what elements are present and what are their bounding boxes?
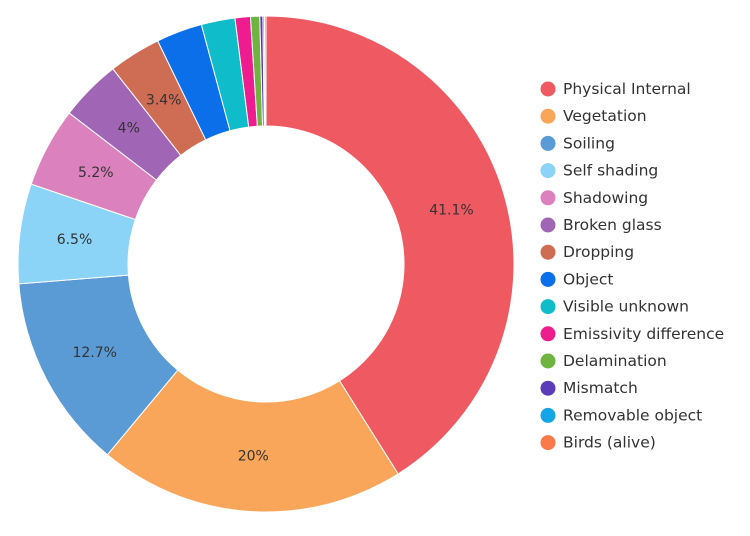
legend-label: Mismatch bbox=[563, 379, 638, 397]
legend-label: Visible unknown bbox=[563, 298, 689, 316]
legend-swatch bbox=[540, 108, 556, 124]
legend-label: Birds (alive) bbox=[563, 434, 656, 452]
legend-label: Object bbox=[563, 270, 613, 288]
slice-label-self-shading: 6.5% bbox=[57, 232, 93, 248]
slice-physical-internal bbox=[265, 15, 515, 475]
legend-item-birds-alive: Birds (alive) bbox=[540, 434, 656, 452]
legend-swatch bbox=[540, 244, 556, 260]
slice-label-vegetation: 20% bbox=[238, 449, 269, 465]
legend-item-emissivity-difference: Emissivity difference bbox=[540, 325, 724, 343]
legend-item-physical-internal: Physical Internal bbox=[540, 80, 691, 98]
legend-swatch bbox=[540, 407, 556, 423]
legend-item-object: Object bbox=[540, 270, 613, 288]
legend-swatch bbox=[540, 135, 556, 151]
slice-label-soiling: 12.7% bbox=[72, 345, 116, 361]
legend-label: Delamination bbox=[563, 352, 667, 370]
legend-swatch bbox=[540, 217, 556, 233]
legend-swatch bbox=[540, 271, 556, 287]
legend-label: Removable object bbox=[563, 406, 702, 424]
slice-label-shadowing: 5.2% bbox=[78, 165, 114, 181]
legend-label: Soiling bbox=[563, 134, 615, 152]
legend-item-visible-unknown: Visible unknown bbox=[540, 298, 689, 316]
legend-label: Dropping bbox=[563, 243, 634, 261]
slice-vegetation bbox=[106, 369, 399, 513]
legend-swatch bbox=[540, 299, 556, 315]
legend-swatch bbox=[540, 380, 556, 396]
legend-item-vegetation: Vegetation bbox=[540, 107, 647, 125]
slice-birds-alive bbox=[263, 15, 267, 127]
legend-swatch bbox=[540, 81, 556, 97]
donut-slices bbox=[17, 15, 515, 513]
slice-label-broken-glass: 4% bbox=[118, 120, 140, 136]
legend-item-self-shading: Self shading bbox=[540, 162, 658, 180]
legend-label: Physical Internal bbox=[563, 80, 691, 98]
legend-label: Emissivity difference bbox=[563, 325, 724, 343]
legend-label: Shadowing bbox=[563, 189, 648, 207]
slice-label-physical-internal: 41.1% bbox=[429, 202, 473, 218]
legend-item-delamination: Delamination bbox=[540, 352, 667, 370]
slice-label-dropping: 3.4% bbox=[146, 92, 182, 108]
legend-swatch bbox=[540, 163, 556, 179]
legend-label: Broken glass bbox=[563, 216, 662, 234]
legend-label: Vegetation bbox=[563, 107, 647, 125]
legend-item-soiling: Soiling bbox=[540, 134, 615, 152]
donut-slice-labels: 41.1% 20% 12.7% 6.5% 5.2% 4% 3.4% bbox=[57, 92, 474, 464]
legend-swatch bbox=[540, 190, 556, 206]
legend-item-mismatch: Mismatch bbox=[540, 379, 638, 397]
legend-item-removable-object: Removable object bbox=[540, 406, 702, 424]
legend-item-broken-glass: Broken glass bbox=[540, 216, 662, 234]
legend-item-dropping: Dropping bbox=[540, 243, 634, 261]
chart-legend: Physical Internal Vegetation Soiling Self s… bbox=[540, 80, 724, 452]
legend-swatch bbox=[540, 326, 556, 342]
legend-label: Self shading bbox=[563, 162, 658, 180]
legend-swatch bbox=[540, 435, 556, 451]
legend-swatch bbox=[540, 353, 556, 369]
legend-item-shadowing: Shadowing bbox=[540, 189, 648, 207]
